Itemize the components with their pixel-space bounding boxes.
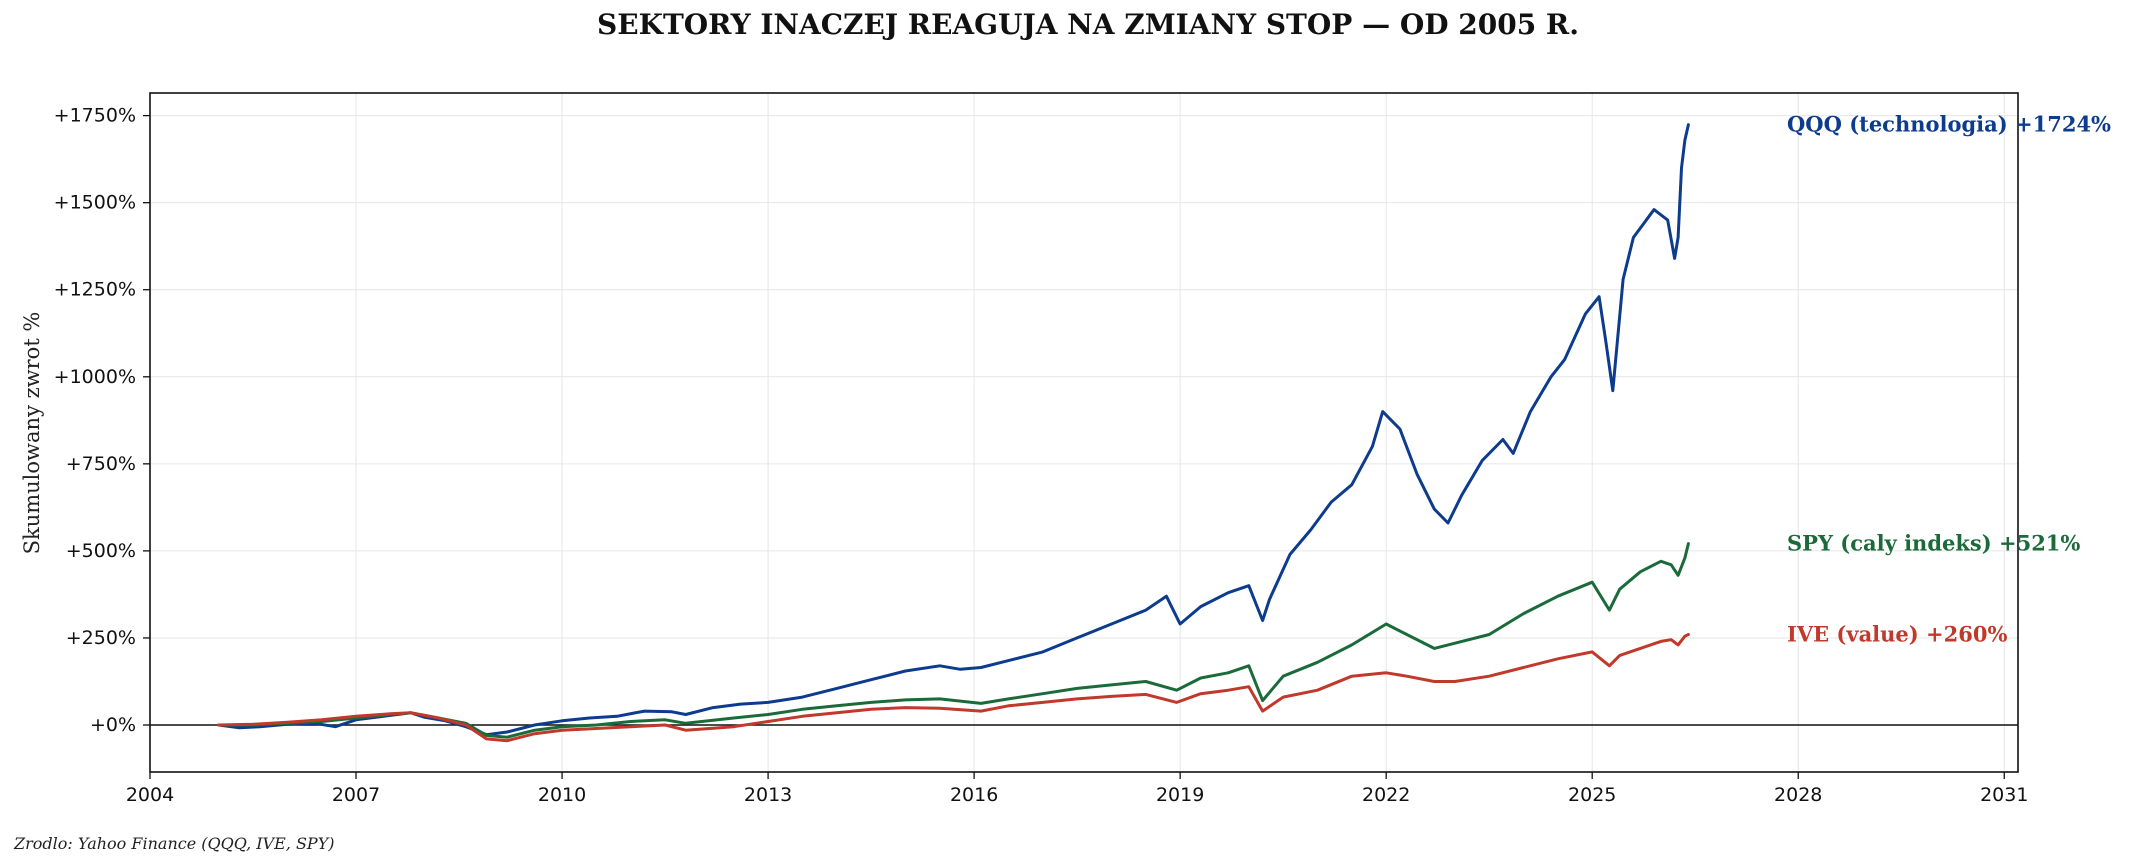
end-label-ive: IVE (value) +260%: [1787, 621, 2007, 646]
y-tick-label: +750%: [66, 453, 136, 475]
y-tick-label: +1750%: [54, 105, 136, 127]
series-line-ive: [217, 633, 1690, 743]
plot-frame: [149, 92, 2019, 773]
x-tick-label: 2022: [1362, 784, 1410, 806]
series-lines: [217, 123, 1690, 743]
y-axis-label: Skumulowany zwrot %: [20, 312, 44, 555]
x-tick-label: 2016: [950, 784, 998, 806]
x-tick-label: 2013: [744, 784, 792, 806]
y-tick-label: +1500%: [54, 192, 136, 214]
chart-title: SEKTORY INACZEJ REAGUJA NA ZMIANY STOP —…: [597, 8, 1579, 41]
source-note: Zrodlo: Yahoo Finance (QQQ, IVE, SPY): [13, 834, 335, 853]
x-tick-label: 2007: [332, 784, 380, 806]
x-tick-label: 2031: [1980, 784, 2028, 806]
series-line-spy: [217, 542, 1690, 739]
x-tick-label: 2028: [1774, 784, 1822, 806]
end-label-spy: SPY (caly indeks) +521%: [1787, 531, 2080, 556]
x-tick-label: 2019: [1156, 784, 1204, 806]
y-tick-label: +500%: [66, 540, 136, 562]
y-tick-label: +1000%: [54, 366, 136, 388]
x-tick-label: 2010: [538, 784, 586, 806]
series-end-labels: QQQ (technologia) +1724% SPY (caly indeks…: [1787, 112, 2111, 647]
end-label-qqq: QQQ (technologia) +1724%: [1787, 112, 2111, 137]
x-tick-label: 2004: [126, 784, 174, 806]
y-tick-label: +0%: [90, 714, 136, 736]
grid: [149, 93, 2018, 772]
y-tick-label: +250%: [66, 627, 136, 649]
y-tick-label: +1250%: [54, 279, 136, 301]
x-axis-ticks: 2004 2007 2010 2013 2016 2019 2022 2025 2028 2031: [126, 772, 2028, 806]
y-axis-ticks: +0% +250% +500% +750% +1000% +1250% +1500% +175…: [54, 105, 150, 736]
series-line-qqq: [217, 123, 1690, 737]
x-tick-label: 2025: [1568, 784, 1616, 806]
